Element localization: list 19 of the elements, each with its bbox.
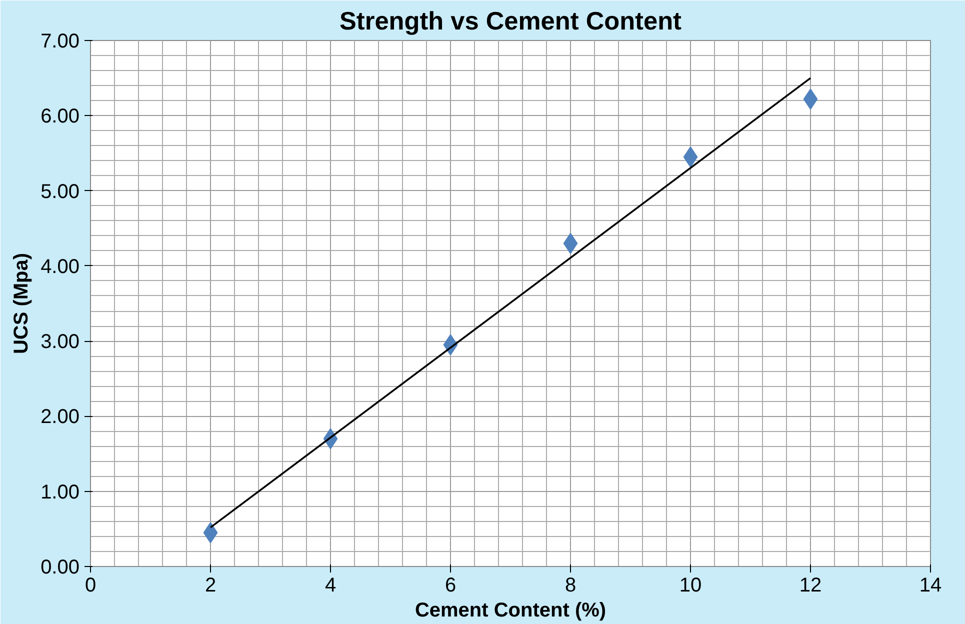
y-tick-label: 1.00 [40, 481, 80, 504]
x-tick-label: 8 [564, 574, 576, 596]
y-tick-label: 3.00 [40, 331, 80, 354]
x-tick-label: 14 [919, 574, 942, 596]
x-tick-label: 10 [679, 574, 702, 596]
x-axis-title: Cement Content (%) [414, 600, 606, 622]
y-tick-label: 4.00 [40, 256, 80, 278]
y-tick-label: 6.00 [40, 106, 80, 128]
y-tick-label: 5.00 [40, 180, 80, 203]
chart-title: Strength vs Cement Content [340, 8, 682, 36]
x-tick-label: 2 [204, 574, 216, 596]
y-tick-label: 2.00 [40, 406, 80, 428]
x-tick-label: 6 [444, 574, 456, 596]
x-tick-label: 12 [799, 574, 822, 596]
x-tick-label: 4 [324, 574, 336, 596]
y-axis-title: UCS (Mpa) [10, 252, 33, 354]
y-tick-label: 0.00 [40, 556, 80, 578]
y-tick-label: 7.00 [40, 30, 80, 52]
x-tick-label: 0 [84, 574, 96, 596]
